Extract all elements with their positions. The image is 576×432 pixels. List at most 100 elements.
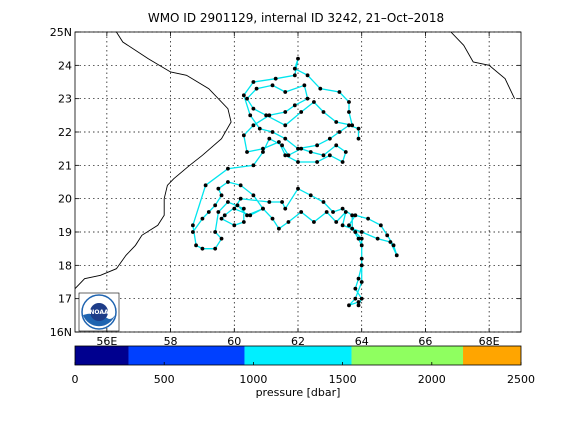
profile-point [286,220,291,224]
profile-point [308,193,313,198]
profile-point [286,153,291,158]
profile-point [337,90,342,94]
profile-point [356,136,361,141]
y-tick-label: 22 [58,126,72,139]
profile-point [318,86,323,91]
y-tick-label: 16N [50,326,72,339]
x-tick-label: 56E [96,335,117,348]
x-tick-label: 62 [291,335,305,348]
profile-point [350,213,355,218]
profile-point [235,203,240,208]
profile-point [356,236,361,241]
profile-point [388,240,393,244]
profile-point [280,143,284,148]
profile-point [261,150,265,154]
profile-point [334,120,339,124]
profile-point [283,153,288,158]
colorbar-tick-label: 1000 [239,373,267,386]
profile-point [206,210,211,214]
profile-point [190,223,195,228]
profile-point [315,143,320,148]
profile-point [238,183,243,188]
profile-point [219,216,224,221]
profile-point [241,133,246,138]
profile-point [248,213,253,218]
colorbar-tick-label: 1500 [329,373,357,386]
profile-point [356,126,361,131]
colorbar-tick-label: 2500 [507,373,535,386]
colorbar-label: pressure [dbar] [256,386,341,399]
profile-point [280,200,284,204]
profile-point [216,210,221,214]
profile-point [264,113,269,118]
chart-title: WMO ID 2901129, internal ID 3242, 21–Oct… [148,11,444,25]
x-tick-label: 66 [418,335,432,348]
profile-point [356,303,361,308]
profile-point [296,160,300,164]
profile-point [347,303,351,308]
y-tick-label: 25N [50,26,72,39]
profile-point [315,160,320,164]
profile-point [296,186,300,191]
profile-point [222,213,227,218]
x-tick-label: 60 [227,335,241,348]
profile-point [283,136,288,141]
profile-point [350,123,355,128]
profile-point [251,80,256,84]
profile-point [241,206,246,211]
profile-point [283,123,288,128]
profile-point [321,153,326,158]
profile-point [347,100,351,104]
y-tick-label: 19 [58,226,72,239]
profile-point [359,243,364,248]
profile-point [267,113,272,118]
profile-point [385,233,390,238]
profile-point [302,83,307,88]
profile-point [359,230,364,234]
colorbar-bin [244,346,352,365]
profile-point [232,223,237,228]
profile-point [216,186,221,191]
profile-point [232,206,237,211]
profile-point [213,203,218,208]
profile-point [283,206,288,211]
profile-point [241,220,246,224]
profile-point [276,140,281,144]
profile-point [267,200,272,204]
profile-point [299,146,304,151]
y-tick-label: 18 [58,259,72,272]
y-tick-label: 24 [58,59,72,72]
profile-point [296,56,300,61]
profile-point [394,253,399,258]
coastline-pakistan [450,32,516,99]
profile-point [359,256,364,261]
profile-point [296,146,300,151]
profile-point [337,130,342,134]
profile-point [251,106,256,111]
x-tick-label: 68E [479,335,500,348]
profile-point [359,263,364,268]
profile-point [356,276,361,281]
profile-point [245,96,249,101]
profile-point [327,153,332,158]
colorbar-tick-label: 500 [154,373,175,386]
profile-points [190,56,399,308]
profile-point [241,93,246,98]
profile-point [305,96,310,101]
noaa-logo-center [90,303,108,321]
profile-point [391,243,396,248]
profile-point [366,216,370,221]
profile-point [312,100,316,104]
profile-point [359,280,364,284]
colorbar-tick-label: 0 [72,373,79,386]
colorbar-ticks: 0 500 1000 1500 2000 2500 [72,362,535,386]
profile-point [331,210,335,214]
profile-point [194,243,198,248]
profile-point [324,210,329,214]
profile-point [334,143,339,148]
profile-point [340,223,345,228]
y-tick-label: 17 [58,293,72,306]
profile-point [353,296,358,301]
y-tick-label: 20 [58,193,72,206]
